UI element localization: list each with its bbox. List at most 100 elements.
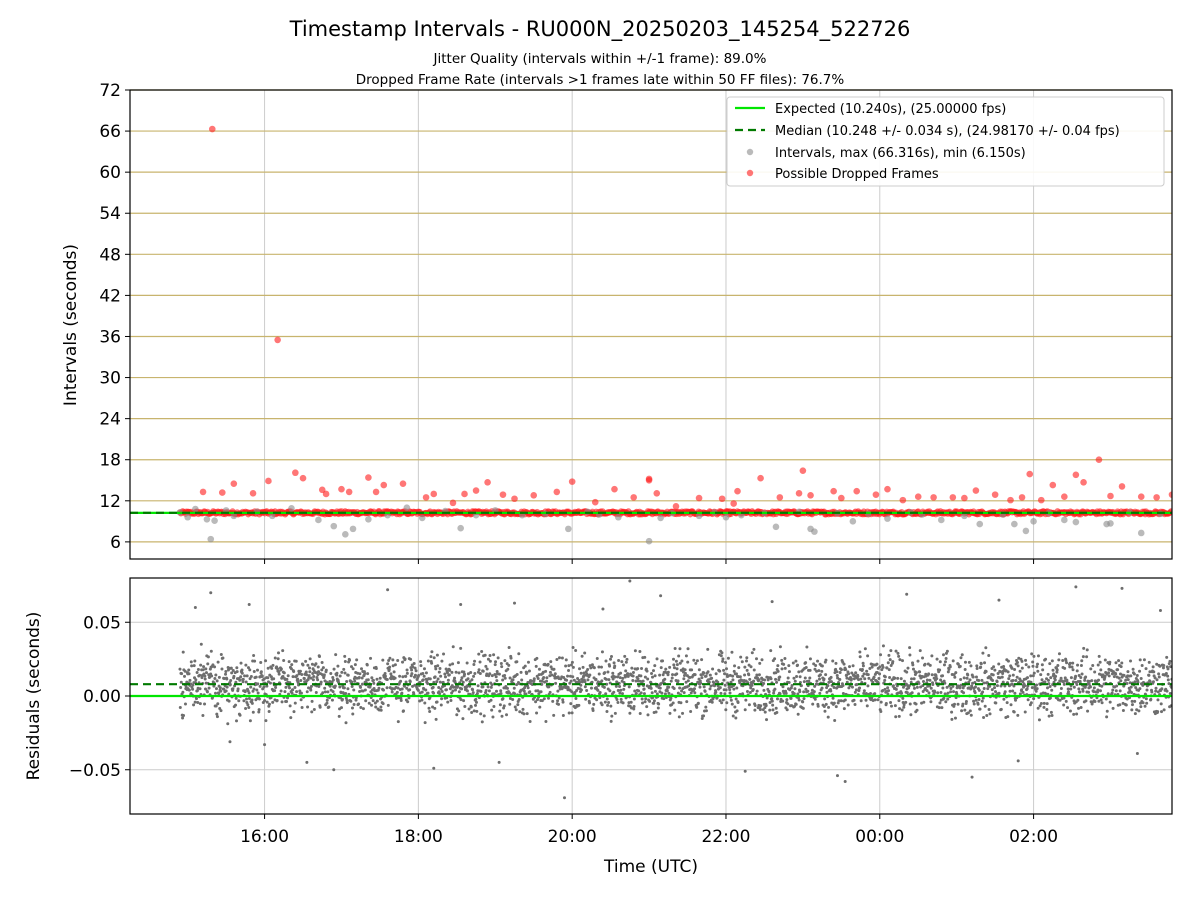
residual-point — [908, 702, 912, 706]
residual-point — [1046, 686, 1050, 690]
residual-point — [453, 676, 457, 680]
residual-point — [322, 673, 326, 677]
residual-point — [571, 645, 575, 649]
residual-point — [1098, 689, 1102, 693]
residual-point — [1080, 672, 1084, 676]
residual-point — [986, 687, 990, 691]
residual-point — [1130, 699, 1134, 703]
residual-point — [792, 692, 796, 696]
residual-point — [938, 668, 942, 672]
residual-point — [723, 692, 727, 696]
residual-point — [1018, 669, 1022, 673]
residual-point — [677, 715, 681, 719]
residual-point — [888, 658, 892, 662]
residual-point — [929, 686, 933, 690]
residual-point — [388, 656, 392, 660]
residual-point — [509, 656, 513, 660]
residual-point — [224, 689, 228, 693]
residual-point — [1034, 689, 1038, 693]
residual-point — [521, 707, 525, 711]
residual-point — [459, 603, 463, 607]
residual-point — [235, 719, 239, 723]
residuals-xlabel: Time (UTC) — [603, 857, 698, 877]
residual-point — [1068, 709, 1072, 713]
residual-point — [661, 673, 665, 677]
residual-point — [456, 661, 460, 665]
residual-point — [1080, 659, 1084, 663]
residual-point — [1036, 706, 1040, 710]
residual-point — [758, 661, 762, 665]
residual-point — [950, 710, 954, 714]
residual-point — [573, 691, 577, 695]
residual-point — [893, 676, 897, 680]
residual-point — [241, 677, 245, 681]
residual-point — [889, 663, 893, 667]
residual-point — [916, 659, 920, 663]
residual-point — [345, 680, 349, 684]
residual-point — [763, 710, 767, 714]
residual-point — [787, 664, 791, 668]
residual-point — [968, 709, 972, 713]
residual-point — [193, 606, 197, 609]
residual-point — [720, 701, 724, 705]
residual-point — [739, 655, 743, 659]
residual-point — [402, 684, 406, 688]
residual-point — [733, 705, 737, 709]
residual-point — [285, 700, 289, 704]
residual-point — [1071, 661, 1075, 665]
residual-point — [405, 668, 409, 672]
residual-point — [728, 688, 732, 692]
residual-point — [794, 702, 798, 706]
residual-point — [928, 678, 932, 682]
residual-point — [1122, 673, 1126, 677]
residual-point — [1000, 675, 1004, 679]
interval-point — [645, 537, 653, 545]
residual-point — [517, 652, 521, 656]
residual-point — [801, 706, 805, 710]
residual-point — [1083, 685, 1087, 689]
residual-point — [457, 690, 461, 694]
residual-point — [321, 691, 325, 695]
residual-point — [1165, 655, 1169, 659]
residual-point — [299, 698, 303, 702]
residual-point — [557, 696, 561, 700]
residual-point — [708, 673, 712, 677]
residual-point — [710, 676, 714, 680]
residuals-x-axis: 16:00 18:00 20:00 22:00 00:00 02:00 — [240, 814, 1058, 847]
residual-point — [898, 707, 902, 711]
residual-point — [778, 675, 782, 679]
residual-point — [600, 703, 604, 707]
residual-point — [906, 666, 910, 670]
residual-point — [529, 679, 533, 683]
residual-point — [725, 701, 729, 705]
residual-point — [266, 676, 270, 680]
residual-point — [500, 714, 504, 718]
residual-point — [915, 708, 919, 712]
residual-point — [609, 654, 613, 658]
residual-point — [1136, 680, 1140, 684]
residual-point — [300, 706, 304, 710]
residual-point — [616, 675, 620, 679]
residual-point — [694, 661, 698, 665]
residual-point — [584, 670, 588, 674]
residual-point — [469, 705, 473, 709]
residual-point — [853, 703, 857, 707]
residual-point — [263, 699, 267, 703]
residual-point — [407, 696, 411, 700]
residual-point — [1098, 660, 1102, 664]
residual-point — [318, 654, 322, 658]
residual-point — [417, 674, 421, 678]
residual-point — [938, 701, 942, 705]
residual-point — [699, 692, 703, 696]
dropped-frame-point — [274, 336, 281, 344]
residual-point — [477, 668, 481, 672]
residual-point — [498, 703, 502, 707]
residual-point — [653, 674, 657, 678]
residual-point — [757, 678, 761, 682]
residual-point — [814, 682, 818, 686]
residual-point — [723, 683, 727, 687]
residual-point — [618, 684, 622, 688]
residual-point — [264, 719, 268, 723]
residual-point — [1068, 665, 1072, 669]
residual-point — [455, 713, 459, 717]
